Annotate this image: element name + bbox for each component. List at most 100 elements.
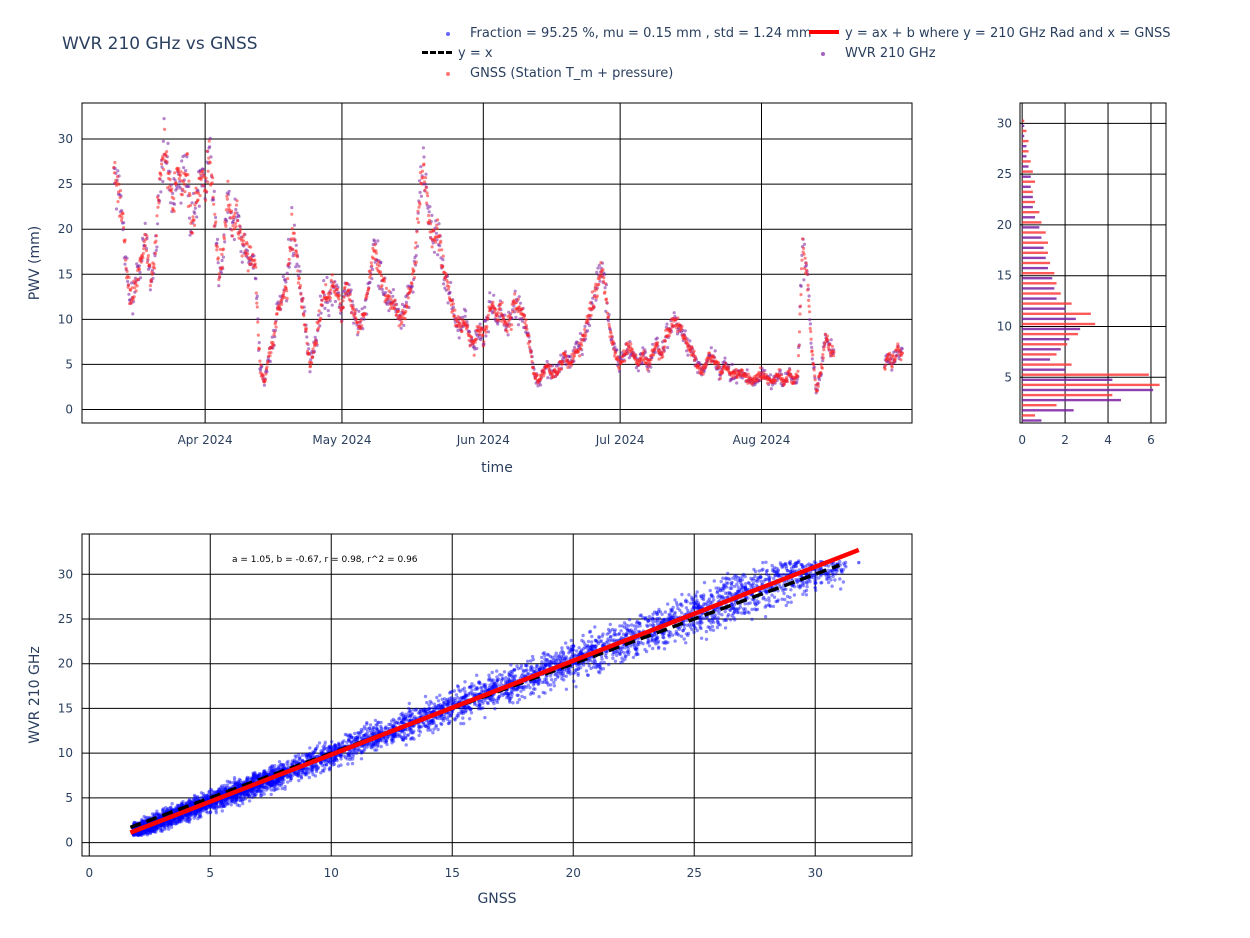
ts-point	[258, 359, 262, 363]
hist-bar	[1022, 134, 1025, 138]
ts-point	[357, 309, 361, 313]
ts-point	[294, 265, 298, 269]
ts-point	[517, 305, 521, 309]
ts-point	[514, 315, 518, 319]
ts-point	[586, 329, 590, 333]
ts-point	[188, 233, 192, 237]
ts-point	[423, 188, 427, 192]
hist-bar	[1022, 307, 1066, 310]
legend-item-wvr[interactable]: WVR 210 GHz	[805, 46, 936, 61]
ts-point	[289, 237, 293, 241]
ts-point	[428, 218, 432, 222]
ts-point	[590, 290, 594, 294]
hist-bar	[1022, 343, 1068, 346]
legend-item-fit-line[interactable]: y = ax + b where y = 210 GHz Rad and x =…	[805, 26, 1171, 41]
legend-item-fraction[interactable]: Fraction = 95.25 %, mu = 0.15 mm , std =…	[430, 26, 812, 41]
ts-point	[337, 297, 341, 301]
ts-point	[193, 211, 197, 215]
ts-point	[230, 228, 234, 232]
ts-point	[712, 355, 716, 359]
ts-point	[592, 305, 596, 309]
corr-point	[833, 578, 837, 582]
ts-point	[292, 231, 296, 235]
ts-ytick-label: 30	[58, 132, 73, 146]
ts-point	[455, 317, 459, 322]
ts-point	[606, 319, 611, 323]
legend-item-identity[interactable]: y = x	[418, 46, 493, 61]
hist-bar	[1022, 221, 1042, 224]
corr-point	[545, 652, 550, 656]
ts-point	[165, 150, 169, 154]
ts-point	[127, 283, 131, 287]
ts-point	[524, 323, 529, 328]
ts-point	[415, 217, 419, 221]
ts-point	[594, 298, 598, 302]
ts-point	[676, 316, 680, 320]
ts-point	[414, 260, 418, 264]
ts-point	[812, 365, 816, 369]
ts-point	[669, 328, 673, 332]
ts-point	[414, 253, 418, 258]
ts-point	[543, 371, 547, 375]
ts-point	[804, 261, 808, 265]
ts-point	[758, 366, 763, 370]
ts-point	[603, 281, 608, 286]
ts-point	[396, 317, 400, 321]
ts-point	[329, 288, 333, 292]
ts-point	[198, 194, 202, 198]
ts-point	[229, 216, 233, 220]
ts-point	[142, 247, 146, 251]
corr-point	[255, 789, 260, 794]
ts-point	[546, 363, 550, 367]
hist-bar	[1022, 190, 1033, 194]
ts-point	[474, 337, 478, 342]
ts-point	[561, 359, 565, 363]
ts-point	[611, 341, 616, 345]
ts-point	[261, 374, 265, 378]
ts-point	[363, 305, 367, 309]
corr-point	[581, 633, 585, 638]
ts-point	[707, 351, 711, 355]
legend-item-gnss[interactable]: GNSS (Station T_m + pressure)	[430, 66, 673, 81]
ts-point	[233, 221, 238, 225]
ts-point	[625, 349, 629, 353]
ts-point	[292, 223, 296, 227]
hist-bar	[1022, 180, 1036, 183]
ts-point	[701, 372, 705, 376]
ts-point	[362, 317, 366, 321]
ts-point	[185, 155, 189, 159]
ts-point	[150, 272, 154, 276]
ts-point	[217, 284, 221, 288]
ts-point	[451, 302, 455, 306]
ts-point	[295, 252, 299, 256]
ts-point	[606, 315, 611, 319]
ts-point	[625, 352, 629, 356]
ts-point	[472, 353, 476, 357]
corr-point	[531, 657, 535, 662]
ts-point	[286, 277, 290, 281]
ts-point	[309, 361, 314, 365]
ts-point	[360, 324, 364, 328]
ts-point	[816, 384, 820, 388]
ts-point	[327, 314, 331, 318]
ts-point	[705, 359, 709, 364]
ts-point	[802, 252, 806, 256]
ts-point	[814, 383, 818, 387]
ts-point	[697, 365, 701, 369]
ts-point	[578, 331, 583, 336]
ts-point	[290, 206, 294, 210]
ts-point	[684, 339, 689, 343]
ts-point	[596, 266, 600, 270]
ts-series-wvr	[112, 117, 904, 395]
ts-point	[374, 249, 378, 253]
ts-point	[373, 257, 377, 261]
corr-point	[589, 646, 593, 650]
ts-point	[317, 326, 321, 330]
ts-point	[424, 172, 428, 176]
ts-point	[349, 299, 353, 303]
ts-point	[245, 242, 249, 246]
ts-xtick-label: Jun 2024	[456, 433, 510, 447]
